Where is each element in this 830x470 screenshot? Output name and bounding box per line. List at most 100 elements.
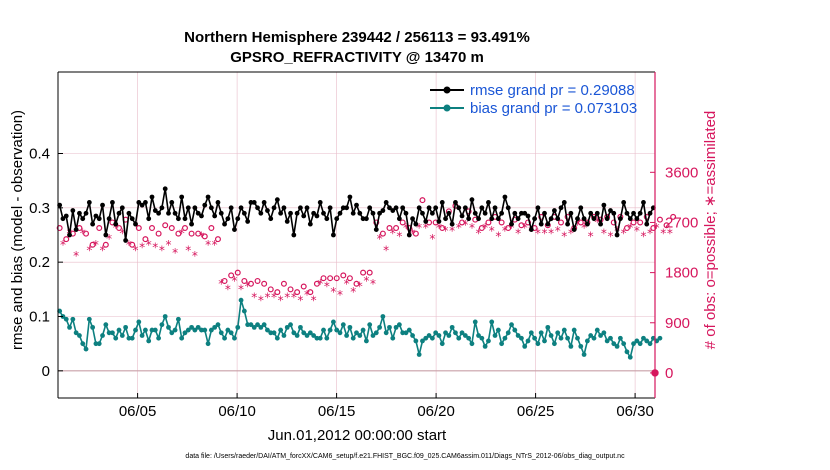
bias-point	[222, 335, 227, 341]
rmse-point	[185, 205, 191, 211]
rmse-point	[462, 205, 468, 211]
bias-point	[215, 322, 221, 328]
bias-point	[261, 322, 267, 328]
obs-possible-marker	[181, 225, 188, 232]
obs-assimilated-marker: *	[574, 218, 580, 232]
bias-point	[238, 297, 244, 303]
obs-assimilated-marker: *	[660, 227, 666, 241]
bias-point	[525, 338, 531, 344]
rmse-point	[67, 232, 72, 238]
obs-assimilated-marker: *	[654, 221, 660, 235]
bias-point	[159, 322, 165, 328]
rmse-point	[261, 200, 267, 205]
bias-point	[637, 341, 643, 347]
rmse-point	[301, 213, 307, 219]
bias-point	[502, 335, 508, 341]
bias-point	[166, 324, 171, 330]
obs-possible-marker	[419, 197, 426, 204]
obs-assimilated-marker: *	[581, 221, 587, 235]
bias-point	[307, 330, 313, 336]
bias-point	[624, 349, 630, 355]
rmse-point	[377, 210, 382, 216]
obs-possible-marker	[525, 219, 532, 226]
obs-assimilated-marker: *	[515, 227, 521, 241]
x-axis-label: Jun.01,2012 00:00:00 start	[268, 427, 447, 444]
bias-point	[192, 327, 198, 333]
rmse-point	[337, 210, 343, 216]
rmse-point	[172, 210, 178, 216]
rmse-point	[486, 200, 491, 205]
bias-point	[248, 322, 254, 328]
obs-assimilated-marker: *	[258, 293, 264, 307]
rmse-point	[390, 208, 396, 213]
rmse-point	[373, 227, 379, 232]
obs-assimilated-marker: *	[231, 274, 237, 288]
bias-point	[327, 327, 333, 333]
rmse-point	[212, 213, 218, 219]
rmse-point	[357, 210, 363, 216]
rmse-point	[278, 210, 284, 216]
bias-point	[545, 324, 551, 330]
rmse-point	[571, 227, 577, 232]
rmse-point	[70, 208, 76, 213]
obs-assimilated-marker: *	[165, 238, 171, 252]
rmse-point	[598, 221, 603, 227]
obs-assimilated-marker: *	[100, 243, 106, 257]
obs-assimilated-marker: *	[185, 243, 191, 257]
rmse-point	[568, 210, 574, 216]
bias-point	[479, 335, 485, 341]
obs-possible-marker	[459, 219, 466, 226]
bias-point	[367, 322, 373, 328]
obs-possible-marker	[280, 280, 287, 287]
rmse-point	[311, 210, 317, 216]
axes	[57, 71, 656, 399]
x-tick-label: 06/30	[616, 403, 654, 420]
bias-point	[149, 327, 155, 333]
rmse-point	[103, 232, 109, 238]
obs-possible-marker	[274, 289, 281, 296]
obs-possible-marker	[307, 289, 314, 296]
rmse-point	[119, 205, 125, 211]
obs-possible-marker	[557, 219, 564, 226]
rmse-point	[205, 194, 211, 200]
obs-possible-marker	[96, 225, 103, 232]
bias-point	[400, 330, 406, 336]
rmse-point	[258, 210, 264, 216]
rmse-point	[281, 205, 287, 211]
obs-assimilated-marker: *	[621, 227, 627, 241]
obs-possible-marker	[142, 236, 149, 243]
bias-point	[146, 338, 152, 344]
obs-assimilated-marker: *	[198, 229, 204, 243]
bias-point	[93, 341, 99, 347]
bias-point	[228, 330, 234, 336]
bias-point	[291, 330, 297, 336]
obs-assimilated-marker: *	[667, 227, 673, 241]
bias-point	[522, 343, 528, 349]
bias-point	[608, 335, 613, 341]
obs-possible-marker	[412, 230, 419, 237]
obs-possible-marker	[228, 272, 235, 279]
bias-point	[106, 330, 112, 336]
obs-possible-marker	[287, 286, 294, 293]
rmse-point	[77, 210, 82, 216]
bias-point	[360, 327, 366, 333]
bias-point	[80, 341, 86, 347]
obs-assimilated-marker: *	[601, 227, 607, 241]
obs-assimilated-marker: *	[390, 227, 396, 241]
bias-point	[311, 333, 317, 338]
rmse-point	[304, 205, 310, 211]
rmse-point	[459, 213, 465, 219]
bias-point	[436, 333, 442, 338]
obs-assimilated-marker: *	[416, 221, 422, 235]
bias-point	[317, 335, 323, 341]
rmse-point	[400, 205, 406, 211]
bias-point	[644, 338, 650, 344]
rmse-point	[175, 216, 181, 222]
rmse-point	[410, 216, 415, 222]
bias-point	[561, 327, 567, 333]
rmse-point	[637, 210, 643, 216]
rmse-point	[195, 210, 201, 216]
obs-assimilated-marker: *	[159, 243, 165, 257]
rmse-point	[113, 221, 119, 227]
rmse-point	[83, 210, 89, 216]
